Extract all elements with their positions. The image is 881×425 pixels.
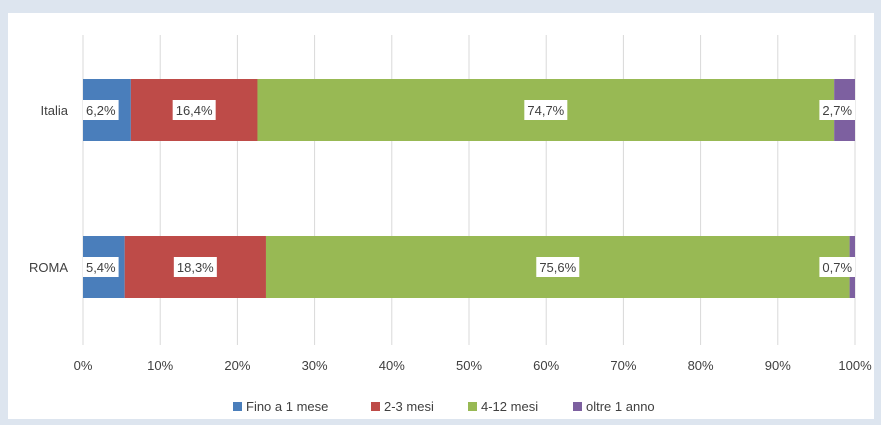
tick-labels: 0% 10% 20% 30% 40% 50% 60% 70% 80% 90% 100% — [74, 358, 872, 373]
legend-item: oltre 1 anno — [573, 399, 655, 414]
data-label-text: 74,7% — [527, 103, 564, 118]
data-label-box — [524, 100, 568, 120]
x-tick-label: 80% — [688, 358, 714, 373]
data-label-text: 6,2% — [86, 103, 116, 118]
data-label: 74,7% — [524, 100, 568, 120]
legend-label: 4-12 mesi — [481, 399, 538, 414]
data-label: 6,2% — [83, 100, 119, 120]
data-label: 16,4% — [172, 100, 216, 120]
data-label-text: 75,6% — [539, 260, 576, 275]
data-label-box — [172, 100, 216, 120]
data-label-text: 0,7% — [822, 260, 852, 275]
data-label: 18,3% — [173, 257, 217, 277]
data-label-box — [83, 257, 119, 277]
x-tick-label: 90% — [765, 358, 791, 373]
data-label-box — [819, 100, 855, 120]
legend-label: Fino a 1 mese — [246, 399, 328, 414]
legend: Fino a 1 mese 2-3 mesi 4-12 mesi oltre 1 an… — [233, 399, 655, 414]
data-labels: 6,2% 16,4% 74,7% 2,7% 5,4% 18,3% 75,6% 0,7% — [83, 100, 855, 277]
data-label-box — [819, 257, 855, 277]
category-labels: Italia ROMA — [29, 103, 69, 275]
stacked-bar-chart: 6,2% 16,4% 74,7% 2,7% 5,4% 18,3% 75,6% 0,7% Ita… — [29, 35, 872, 414]
x-tick-label: 60% — [533, 358, 559, 373]
x-tick-label: 30% — [302, 358, 328, 373]
x-tick-label: 10% — [147, 358, 173, 373]
x-tick-label: 50% — [456, 358, 482, 373]
data-label-text: 5,4% — [86, 260, 116, 275]
legend-label: oltre 1 anno — [586, 399, 655, 414]
legend-item: 4-12 mesi — [468, 399, 538, 414]
x-tick-label: 0% — [74, 358, 93, 373]
category-label: ROMA — [29, 260, 68, 275]
data-label: 2,7% — [819, 100, 855, 120]
data-label: 75,6% — [536, 257, 580, 277]
data-label-box — [536, 257, 580, 277]
x-tick-label: 40% — [379, 358, 405, 373]
legend-swatch — [233, 402, 242, 411]
data-label-text: 2,7% — [822, 103, 852, 118]
data-label-box — [83, 100, 119, 120]
legend-label: 2-3 mesi — [384, 399, 434, 414]
data-label-box — [173, 257, 217, 277]
legend-item: 2-3 mesi — [371, 399, 434, 414]
data-label: 5,4% — [83, 257, 119, 277]
x-tick-label: 100% — [838, 358, 872, 373]
data-label-text: 18,3% — [177, 260, 214, 275]
data-label-text: 16,4% — [176, 103, 213, 118]
data-label: 0,7% — [819, 257, 855, 277]
x-tick-label: 70% — [610, 358, 636, 373]
legend-swatch — [468, 402, 477, 411]
legend-swatch — [573, 402, 582, 411]
category-label: Italia — [41, 103, 69, 118]
legend-swatch — [371, 402, 380, 411]
x-tick-label: 20% — [224, 358, 250, 373]
chart-frame: 6,2% 16,4% 74,7% 2,7% 5,4% 18,3% 75,6% 0,7% Ita… — [8, 13, 874, 419]
legend-item: Fino a 1 mese — [233, 399, 328, 414]
